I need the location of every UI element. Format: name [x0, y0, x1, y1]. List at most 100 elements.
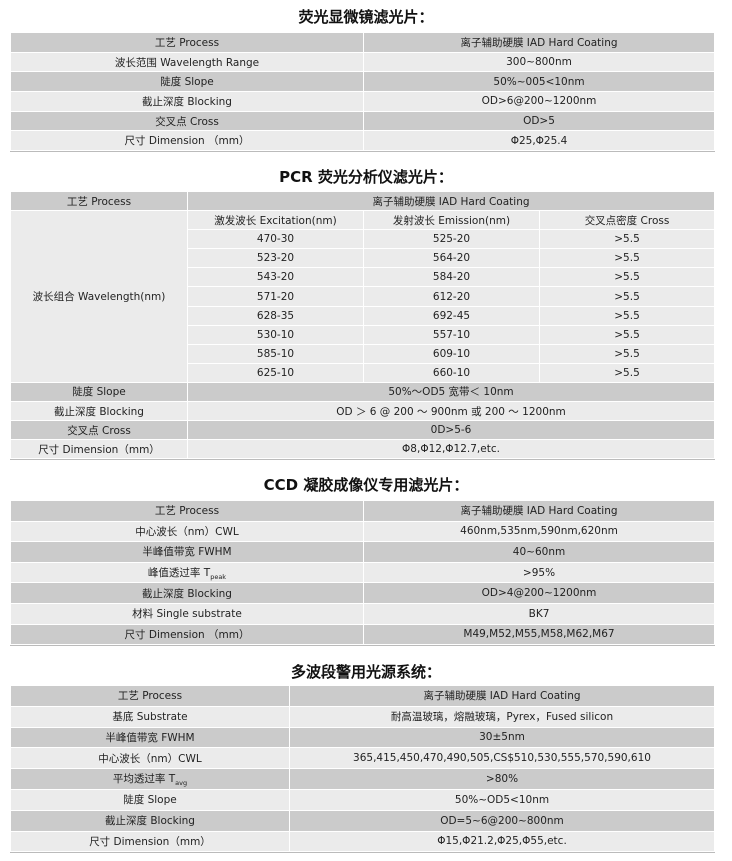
- row-label: 峰值透过率 Tpeak: [10, 561, 364, 584]
- row-label: 波长范围 Wavelength Range: [10, 51, 364, 73]
- table-row: 基底 Substrate 耐高温玻璃，熔融玻璃，Pyrex，Fused silic…: [10, 705, 715, 728]
- wavelength-cell: 660-10: [363, 362, 540, 383]
- table-row: 628-35 692-45 >5.5: [11, 305, 715, 326]
- table-row: 交叉点 Cross 0D>5-6: [10, 420, 715, 441]
- row-value: 50%~OD5<10nm: [289, 788, 715, 811]
- table-row: 工艺 Process 离子辅助硬膜 IAD Hard Coating: [10, 500, 715, 522]
- wavelength-cell: 609-10: [363, 343, 540, 364]
- row-label: 中心波长（nm）CWL: [10, 747, 290, 770]
- row-label: 陡度 Slope: [10, 788, 290, 811]
- wavelength-cell: 525-20: [363, 229, 540, 250]
- row-value: 50%～OD5 宽带＜ 10nm: [187, 381, 715, 403]
- header-cell: 工艺 Process: [10, 190, 188, 212]
- wavelength-cell: >5.5: [539, 286, 715, 307]
- header-cell: 离子辅助硬膜 IAD Hard Coating: [187, 190, 715, 212]
- header-cell: 离子辅助硬膜 IAD Hard Coating: [289, 685, 715, 707]
- wavelength-cell: >5.5: [539, 343, 715, 364]
- table-row: 平均透过率 Tavg >80%: [10, 768, 715, 790]
- row-label: 截止深度 Blocking: [10, 91, 364, 112]
- title-3: CCD 凝胶成像仪专用滤光片：: [263, 476, 469, 494]
- table-row: 波长组合 Wavelength(nm) 激发波长 Excitation(nm) 发射…: [10, 210, 715, 383]
- row-label: 中心波长（nm）CWL: [10, 520, 364, 543]
- wavelength-cell: 625-10: [187, 362, 364, 383]
- header-cell: 离子辅助硬膜 IAD Hard Coating: [363, 32, 715, 53]
- wavelength-cell: >5.5: [539, 248, 715, 269]
- row-value: OD>6@200~1200nm: [363, 91, 715, 112]
- row-label: 尺寸 Dimension（mm）: [10, 439, 188, 460]
- group-label: 波长组合 Wavelength(nm): [10, 210, 188, 383]
- title-1: 荧光显微镜滤光片：: [298, 8, 434, 26]
- row-value: 0D>5-6: [187, 420, 715, 441]
- wavelength-cell: 543-20: [187, 267, 364, 288]
- title-2: PCR 荧光分析仪滤光片：: [279, 168, 453, 186]
- wavelength-cell: >5.5: [539, 305, 715, 326]
- row-value: OD>4@200~1200nm: [363, 582, 715, 604]
- wavelength-cell: 530-10: [187, 324, 364, 345]
- table-row: 571-20 612-20 >5.5: [11, 286, 715, 307]
- table-row: 工艺 Process 离子辅助硬膜 IAD Hard Coating: [10, 685, 715, 707]
- wavelength-cell: 692-45: [363, 305, 540, 326]
- row-label: 尺寸 Dimension（mm）: [10, 830, 290, 853]
- header-cell: 工艺 Process: [10, 32, 364, 53]
- row-value: 50%~005<10nm: [363, 71, 715, 93]
- sub-header-cell: 发射波长 Emission(nm): [363, 210, 540, 231]
- spec-table-pcr: 工艺 Process 离子辅助硬膜 IAD Hard Coating 波长组合 Wa…: [10, 190, 715, 460]
- row-value: 460nm,535nm,590nm,620nm: [363, 520, 715, 543]
- spec-table-ccd: 工艺 Process 离子辅助硬膜 IAD Hard Coating 中心波长（nm…: [10, 500, 715, 646]
- table-row: 半峰值带宽 FWHM 40~60nm: [10, 541, 715, 563]
- wavelength-cell: >5.5: [539, 229, 715, 250]
- row-label: 半峰值带宽 FWHM: [10, 541, 364, 563]
- table-row: 波长范围 Wavelength Range 300~800nm: [10, 51, 715, 73]
- table-row: 625-10 660-10 >5.5: [11, 362, 715, 383]
- table-row: 截止深度 Blocking OD=5~6@200~800nm: [10, 809, 715, 832]
- row-value: 365,415,450,470,490,505,CS$510,530,555,5…: [289, 747, 715, 770]
- row-value: >95%: [363, 561, 715, 584]
- wavelength-cell: 470-30: [187, 229, 364, 250]
- table-row: 中心波长（nm）CWL 365,415,450,470,490,505,CS$51…: [10, 747, 715, 770]
- table-row: 523-20 564-20 >5.5: [11, 248, 715, 269]
- wavelength-cell: 571-20: [187, 286, 364, 307]
- table-row: 陡度 Slope 50%~005<10nm: [10, 71, 715, 93]
- row-value: Φ8,Φ12,Φ12.7,etc.: [187, 439, 715, 460]
- header-cell: 工艺 Process: [10, 500, 364, 522]
- table-row: 交叉点 Cross OD>5: [10, 110, 715, 132]
- table-row: 530-10 557-10 >5.5: [11, 324, 715, 345]
- spec-table-fluorescence-microscope: 工艺 Process 离子辅助硬膜 IAD Hard Coating 波长范围 Wa…: [10, 32, 715, 152]
- wavelength-cell: >5.5: [539, 324, 715, 345]
- row-value: 耐高温玻璃，熔融玻璃，Pyrex，Fused silicon: [289, 705, 715, 728]
- wavelength-cell: 523-20: [187, 248, 364, 269]
- row-label: 截止深度 Blocking: [10, 401, 188, 422]
- wavelength-cell: 564-20: [363, 248, 540, 269]
- sub-header-cell: 激发波长 Excitation(nm): [187, 210, 364, 231]
- wavelength-cell: 584-20: [363, 267, 540, 288]
- subscript: peak: [210, 572, 227, 581]
- row-value: 40~60nm: [363, 541, 715, 563]
- row-label: 半峰值带宽 FWHM: [10, 726, 290, 749]
- row-label: 截止深度 Blocking: [10, 809, 290, 832]
- table-row: 截止深度 Blocking OD>4@200~1200nm: [10, 582, 715, 604]
- row-value: Φ15,Φ21.2,Φ25,Φ55,etc.: [289, 830, 715, 853]
- wavelength-cell: >5.5: [539, 362, 715, 383]
- table-row: 峰值透过率 Tpeak >95%: [10, 561, 715, 584]
- table-row: 截止深度 Blocking OD ＞ 6 @ 200 ～ 900nm 或 200 …: [10, 401, 715, 422]
- table-row: 工艺 Process 离子辅助硬膜 IAD Hard Coating: [10, 190, 715, 212]
- subscript: avg: [175, 779, 188, 788]
- row-label: 陡度 Slope: [10, 381, 188, 403]
- header-cell: 工艺 Process: [10, 685, 290, 707]
- wavelength-cell: 585-10: [187, 343, 364, 364]
- table-row: 470-30 525-20 >5.5: [11, 229, 715, 250]
- row-value: 30±5nm: [289, 726, 715, 749]
- row-value: OD=5~6@200~800nm: [289, 809, 715, 832]
- row-label: 陡度 Slope: [10, 71, 364, 93]
- row-value: M49,M52,M55,M58,M62,M67: [363, 623, 715, 646]
- header-cell: 离子辅助硬膜 IAD Hard Coating: [363, 500, 715, 522]
- title-4: 多波段警用光源系统：: [290, 663, 441, 681]
- table-row: 工艺 Process 离子辅助硬膜 IAD Hard Coating: [10, 32, 715, 53]
- table-row: 尺寸 Dimension （mm） Φ25,Φ25.4: [10, 130, 715, 152]
- table-row: 尺寸 Dimension（mm） Φ8,Φ12,Φ12.7,etc.: [10, 439, 715, 460]
- spec-table-police-light: 工艺 Process 离子辅助硬膜 IAD Hard Coating 基底 Subs…: [10, 685, 715, 853]
- row-value: OD ＞ 6 @ 200 ～ 900nm 或 200 ～ 1200nm: [187, 401, 715, 422]
- table-row: 尺寸 Dimension（mm） Φ15,Φ21.2,Φ25,Φ55,etc.: [10, 830, 715, 853]
- table-row: 半峰值带宽 FWHM 30±5nm: [10, 726, 715, 749]
- row-label: 尺寸 Dimension （mm）: [10, 130, 364, 152]
